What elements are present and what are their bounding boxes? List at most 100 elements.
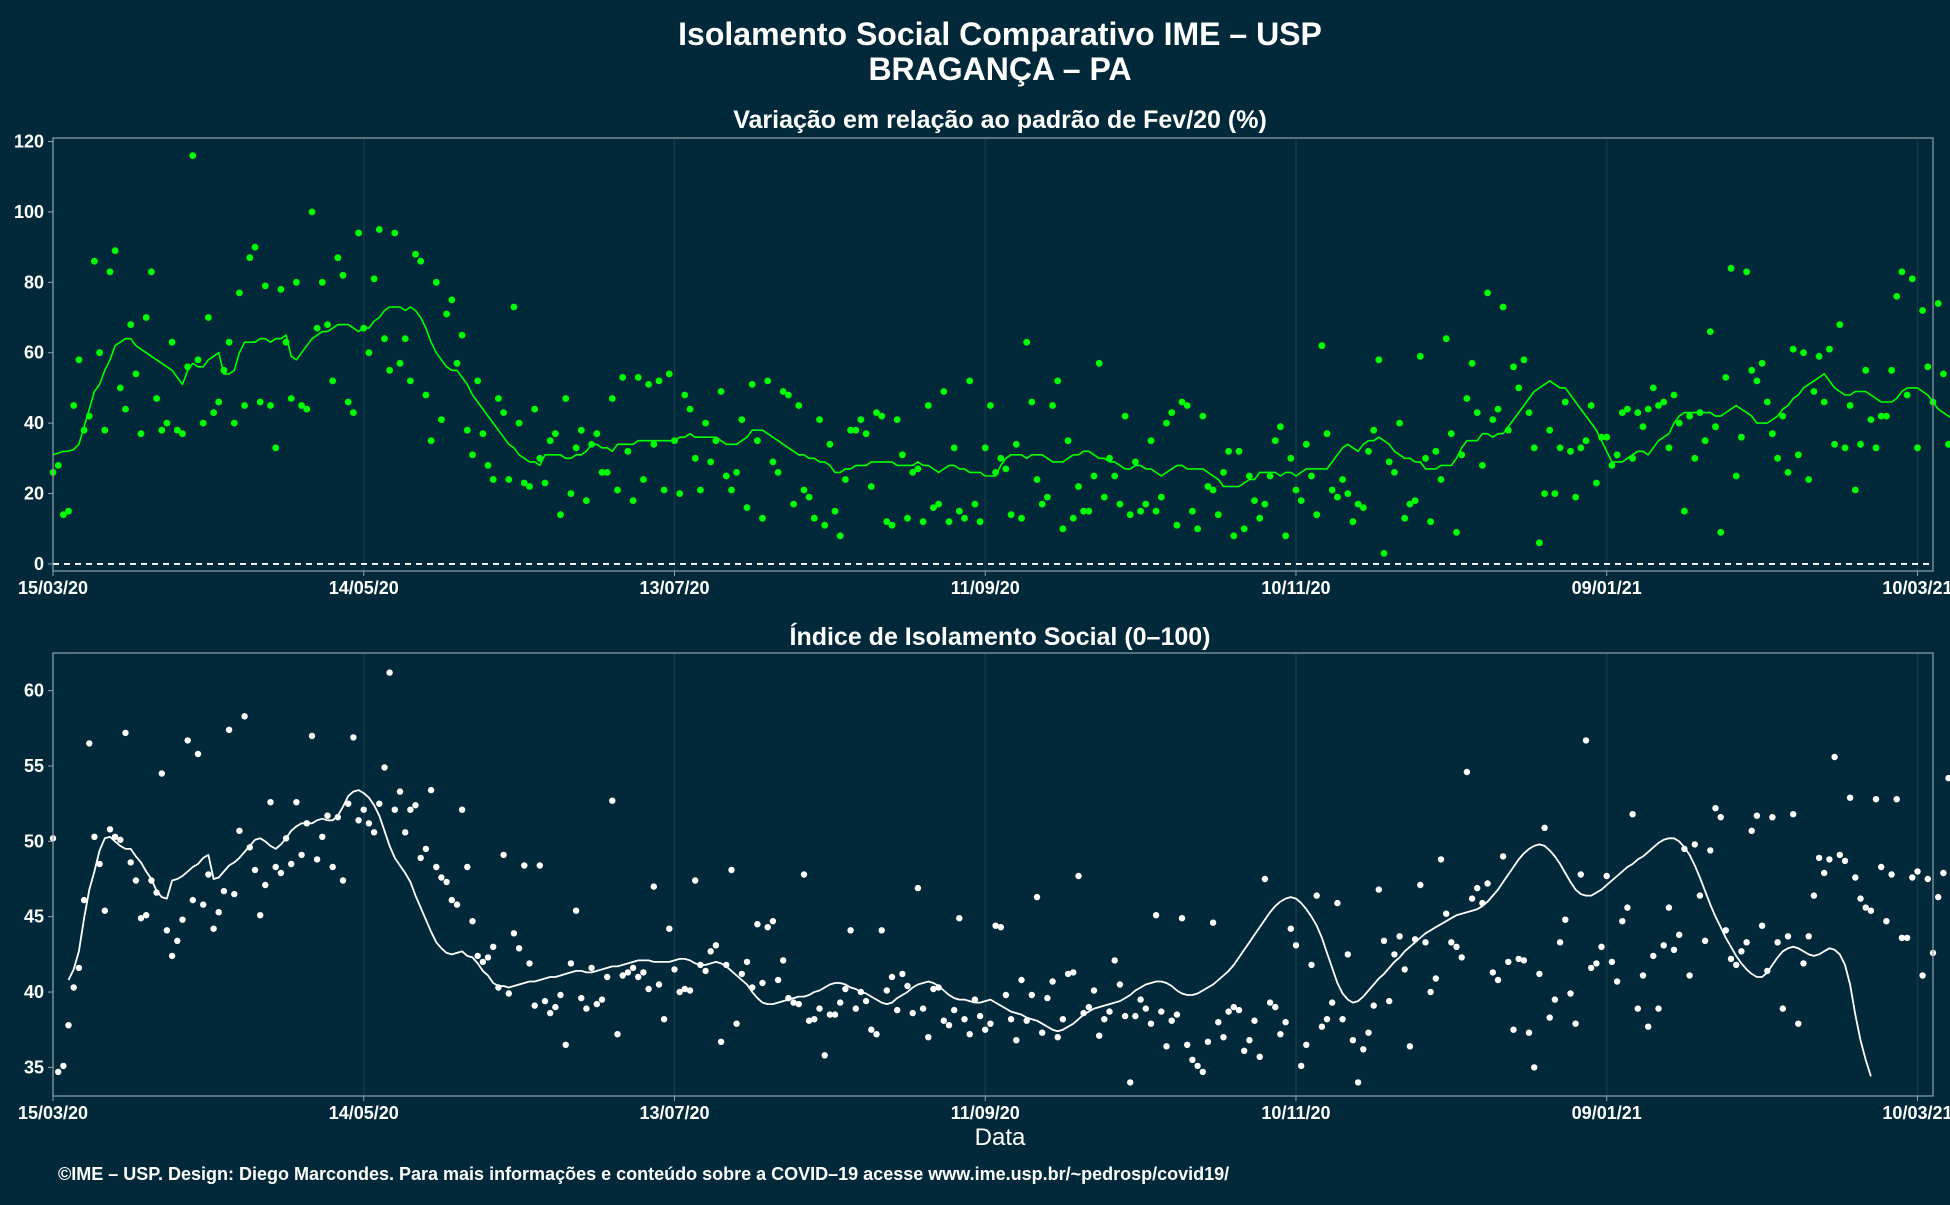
data-point — [505, 990, 512, 997]
x-tick-label: 15/03/20 — [18, 1103, 88, 1123]
data-point — [344, 398, 352, 406]
data-point — [1551, 996, 1559, 1003]
data-point — [86, 740, 93, 747]
data-point — [640, 969, 647, 976]
data-point — [308, 732, 316, 740]
data-point — [961, 1016, 968, 1023]
data-point — [1862, 366, 1870, 374]
data-point — [1800, 349, 1807, 357]
data-point — [831, 1011, 839, 1018]
data-point — [1857, 440, 1864, 448]
data-point — [1241, 1047, 1248, 1055]
data-point — [412, 250, 419, 258]
data-point — [1214, 511, 1222, 519]
data-point — [1903, 391, 1911, 399]
data-point — [1805, 933, 1812, 940]
moving-average-line — [67, 789, 1872, 1077]
data-point — [54, 462, 62, 469]
moving-average-line — [52, 306, 1950, 488]
data-point — [888, 521, 896, 529]
plot-frame — [52, 652, 1934, 1097]
data-point — [1898, 934, 1906, 941]
data-point — [189, 896, 196, 904]
data-point — [391, 229, 399, 237]
data-point — [262, 881, 269, 889]
data-point — [1018, 514, 1025, 522]
data-point — [1375, 886, 1383, 893]
data-point — [168, 952, 176, 960]
data-point — [453, 359, 461, 367]
data-point — [1313, 892, 1320, 899]
data-point — [1344, 951, 1352, 958]
data-point — [1442, 335, 1450, 343]
data-point — [324, 321, 331, 328]
x-tick-label: 09/01/21 — [1572, 578, 1642, 598]
data-point — [70, 984, 77, 991]
data-point — [1810, 388, 1818, 395]
data-point — [1453, 943, 1460, 950]
data-point — [1556, 939, 1564, 946]
data-point — [567, 490, 575, 497]
data-point — [1194, 1062, 1201, 1070]
data-point — [1561, 398, 1569, 406]
data-point — [738, 970, 745, 978]
data-point — [1867, 416, 1875, 423]
data-point — [1706, 328, 1714, 335]
data-point — [293, 799, 300, 806]
data-point — [225, 338, 233, 346]
data-point — [1696, 892, 1704, 899]
data-point — [360, 806, 367, 813]
data-point — [298, 402, 305, 409]
data-point — [407, 806, 414, 813]
data-point — [1914, 444, 1921, 452]
data-point — [1463, 395, 1471, 402]
data-point — [179, 430, 186, 438]
data-point — [1240, 525, 1248, 533]
data-point — [1738, 433, 1745, 441]
data-point — [924, 402, 932, 409]
data-point — [925, 1034, 932, 1041]
data-point — [1178, 915, 1186, 922]
data-point — [1851, 486, 1859, 494]
data-point — [795, 402, 803, 409]
data-point — [759, 514, 766, 522]
data-point — [1422, 454, 1429, 462]
data-point — [1732, 472, 1740, 480]
data-point — [479, 430, 487, 438]
data-point — [821, 1052, 828, 1059]
data-point — [1002, 465, 1010, 473]
data-point — [329, 377, 337, 385]
data-point — [1846, 794, 1854, 801]
data-point — [142, 314, 150, 321]
data-point — [288, 860, 295, 868]
data-point — [1220, 469, 1227, 476]
data-point — [515, 945, 523, 952]
data-point — [474, 952, 481, 960]
data-point — [1246, 472, 1253, 480]
data-point — [1184, 1041, 1191, 1049]
data-point — [914, 465, 922, 473]
data-point — [1266, 999, 1274, 1006]
data-point — [650, 440, 658, 448]
data-point — [267, 799, 274, 806]
data-point — [1810, 892, 1818, 899]
data-point — [1292, 486, 1300, 494]
data-point — [1039, 1029, 1046, 1036]
data-point — [1489, 969, 1497, 976]
data-point — [158, 426, 166, 434]
data-point — [1235, 1006, 1243, 1014]
data-point — [1121, 1012, 1129, 1020]
data-point — [764, 924, 771, 931]
data-point — [1898, 268, 1906, 276]
x-tick-label: 10/03/21 — [1882, 1103, 1950, 1123]
data-point — [800, 871, 808, 878]
data-point — [940, 1017, 947, 1024]
bottom-panel-title: Índice de Isolamento Social (0–100) — [790, 622, 1211, 651]
data-point — [1945, 440, 1950, 448]
data-point — [562, 395, 570, 402]
y-tick-label: 55 — [24, 756, 44, 776]
data-point — [370, 275, 378, 283]
data-point — [1359, 504, 1367, 511]
x-tick-label: 14/05/20 — [329, 578, 399, 598]
